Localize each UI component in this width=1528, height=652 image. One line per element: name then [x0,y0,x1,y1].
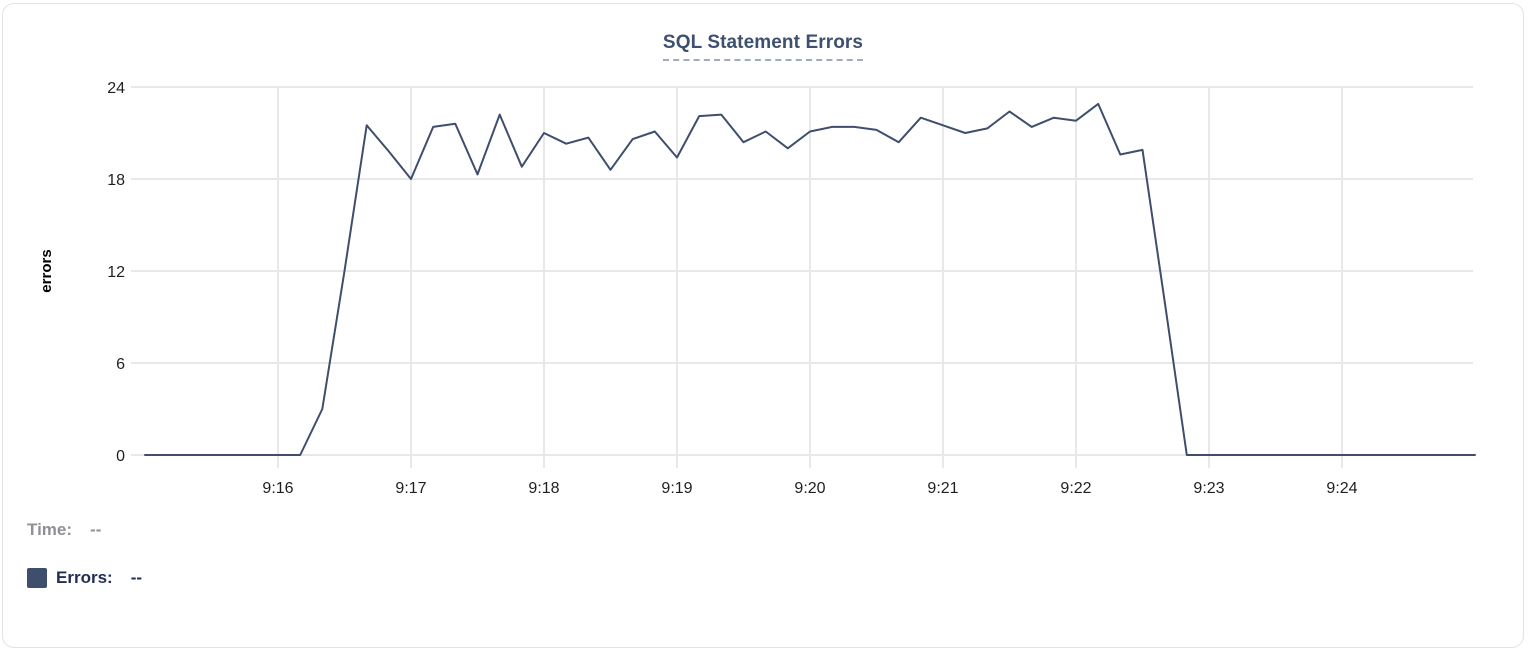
x-tick-label: 9:21 [927,480,958,497]
x-tick-label: 9:20 [794,480,825,497]
tooltip-time-value: -- [90,520,102,539]
x-tick-label: 9:22 [1060,480,1091,497]
y-tick-label: 24 [107,80,125,97]
legend-errors-label: Errors: [56,568,113,587]
x-tick-label: 9:16 [262,480,293,497]
chart-card: SQL Statement Errors 0 6 12 18 24 9:16 9:17 9:1… [2,3,1524,648]
legend-errors-value: -- [130,568,143,587]
y-tick-label: 12 [107,264,125,281]
chart-title[interactable]: SQL Statement Errors [662,32,864,61]
chart-title-wrap: SQL Statement Errors [3,32,1523,61]
sql-errors-line-chart[interactable]: 0 6 12 18 24 9:16 9:17 9:18 9:19 9:20 9:21 9:22 9:23… [3,4,1528,509]
tooltip-time-label: Time: [27,520,73,539]
x-tick-label: 9:23 [1193,480,1224,497]
x-tick-label: 9:18 [528,480,559,497]
y-tick-label: 6 [116,356,125,373]
y-tick-label: 0 [116,448,125,465]
x-tick-label: 9:17 [395,480,426,497]
tooltip-time-row: Time: -- [27,520,101,540]
errors-series-swatch [27,568,47,588]
errors-series-line[interactable] [144,102,1476,456]
x-tick-label: 9:19 [661,480,692,497]
y-tick-label: 18 [107,172,125,189]
legend-errors-row: Errors: -- [27,568,142,588]
y-axis-title: errors [38,249,55,292]
x-tick-label: 9:24 [1326,480,1357,497]
